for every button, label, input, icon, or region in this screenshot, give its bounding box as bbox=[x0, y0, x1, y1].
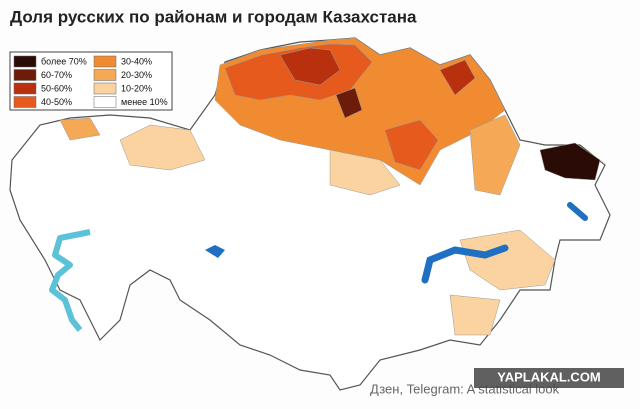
legend-label: 40-50% bbox=[41, 97, 72, 107]
legend-swatch bbox=[13, 96, 37, 108]
region-40-50 bbox=[384, 119, 439, 171]
region-10-20 bbox=[459, 229, 556, 291]
legend-swatch bbox=[93, 69, 117, 81]
watermark: YAPLAKAL.COM bbox=[497, 369, 601, 384]
legend-label: 50-60% bbox=[41, 83, 72, 93]
legend: более 70% 60-70% 50-60% 40-50% 30-40% 20-30% 1… bbox=[9, 51, 173, 111]
region-20-30 bbox=[469, 114, 521, 196]
legend-label: более 70% bbox=[41, 56, 87, 66]
aral-sea bbox=[205, 245, 225, 258]
region-10-20 bbox=[119, 124, 206, 171]
region-20-30 bbox=[59, 117, 101, 141]
legend-swatch bbox=[93, 96, 117, 108]
region-50-60 bbox=[439, 59, 476, 96]
legend-swatch bbox=[13, 82, 37, 95]
legend-box bbox=[9, 51, 173, 111]
lake-balkhash bbox=[421, 244, 509, 284]
legend-swatch bbox=[93, 82, 117, 95]
region-10-20 bbox=[329, 149, 401, 196]
legend-swatch bbox=[13, 55, 37, 68]
caspian-coast bbox=[49, 229, 91, 332]
region-more-70 bbox=[539, 142, 601, 181]
legend-swatch bbox=[13, 69, 37, 81]
region-10-20 bbox=[449, 294, 501, 336]
title: Доля русских по районам и городам Казахс… bbox=[10, 7, 417, 26]
region-50-60 bbox=[279, 47, 341, 86]
legend-label: менее 10% bbox=[121, 97, 168, 107]
legend-label: 10-20% bbox=[121, 83, 152, 93]
legend-swatch bbox=[93, 55, 117, 68]
region-60-70 bbox=[335, 87, 363, 119]
watermark-bg bbox=[474, 368, 624, 388]
lake bbox=[567, 202, 588, 221]
legend-label: 20-30% bbox=[121, 70, 152, 80]
legend-label: 30-40% bbox=[121, 56, 152, 66]
legend-label: 60-70% bbox=[41, 70, 72, 80]
